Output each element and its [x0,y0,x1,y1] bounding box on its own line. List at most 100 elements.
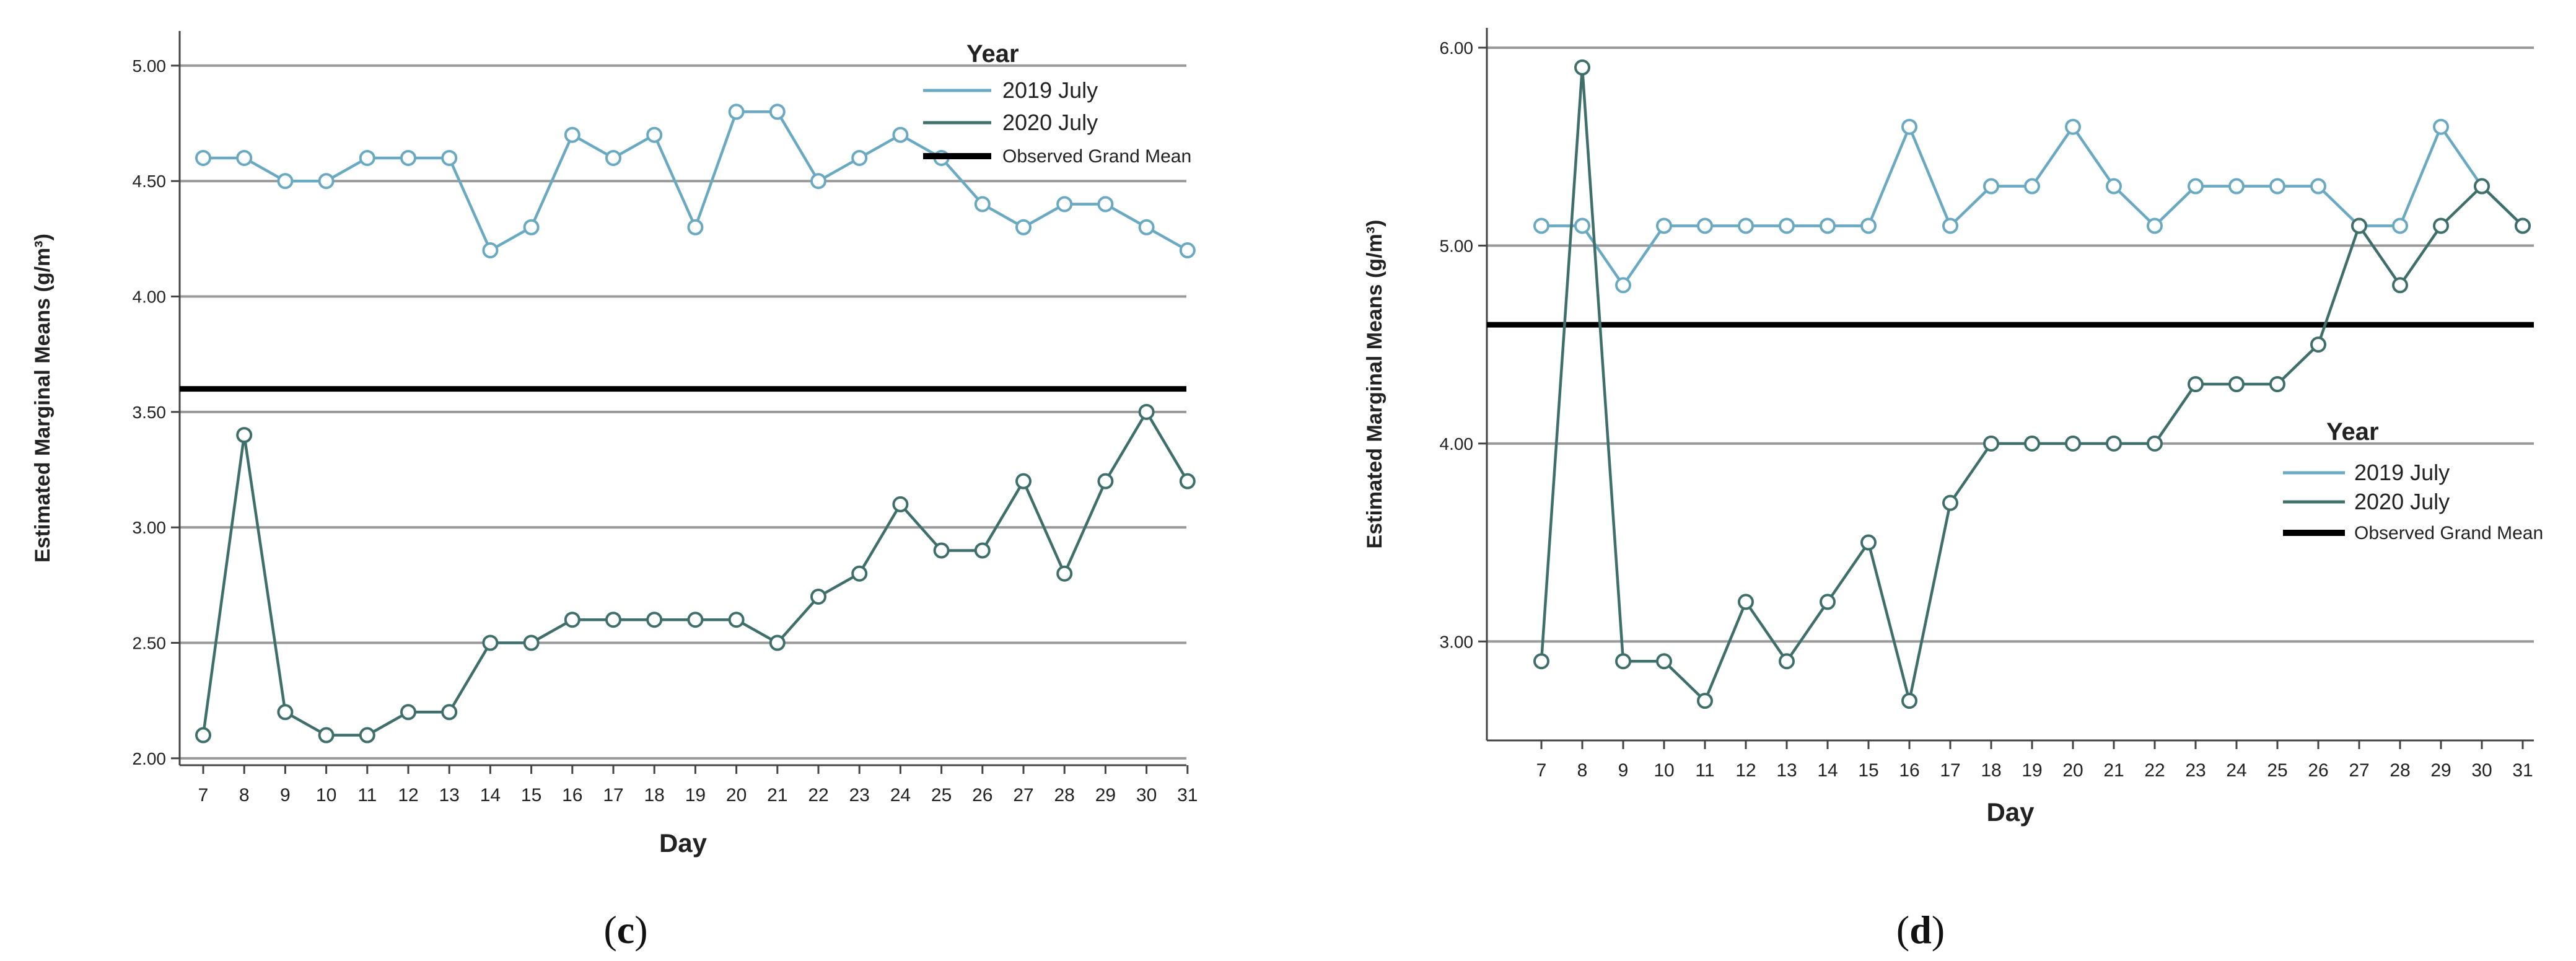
x-tick-label: 17 [1940,760,1960,781]
data-point [359,727,375,744]
data-point [195,149,211,166]
data-point [2024,178,2040,195]
legend-title: Year [966,40,1019,68]
data-point [2310,178,2326,195]
x-tick-label: 24 [2226,760,2246,781]
x-tick-label: 26 [2308,760,2328,781]
series-line-2020-july [201,409,1189,737]
data-point [2310,336,2326,353]
y-tick-label: 6.00 [1440,38,1474,58]
x-tick-label: 27 [1013,785,1033,805]
data-point [400,704,416,721]
panel-label: (c) [603,908,647,952]
data-point [687,612,704,628]
x-axis-title: Day [659,828,708,858]
data-point [1738,594,1754,610]
y-tick-label: 4.00 [1440,434,1474,454]
data-point [2392,217,2408,234]
x-tick-label: 7 [198,785,209,805]
data-point [1779,653,1795,670]
x-tick-label: 15 [1858,760,1878,781]
panel-label-paren: ) [1932,908,1945,952]
data-point [2106,178,2122,195]
y-tick-label: 4.50 [133,172,167,191]
data-point [2515,217,2531,234]
data-point [1901,118,1917,135]
data-point [564,612,580,628]
data-point [2433,118,2449,135]
y-axis-title: Estimated Marginal Means (g/m³) [31,234,55,563]
data-point [195,727,211,744]
y-tick-label: 3.50 [133,403,167,422]
data-point [1179,242,1196,259]
data-point [400,149,416,166]
x-tick-label: 14 [1817,760,1838,781]
x-tick-label: 21 [2103,760,2124,781]
data-point [851,149,868,166]
data-point [974,542,991,559]
data-point [1574,59,1590,76]
data-point [1574,217,1590,234]
data-point [728,612,745,628]
data-point [1697,693,1713,709]
y-axis-title: Estimated Marginal Means (g/m³) [1363,220,1387,549]
data-point [1533,653,1549,670]
x-tick-label: 26 [972,785,992,805]
data-point [318,173,335,190]
x-tick-label: 19 [2022,760,2042,781]
data-point [1983,435,1999,452]
x-tick-label: 8 [1577,760,1588,781]
data-point [1820,217,1836,234]
x-tick-label: 9 [1618,760,1629,781]
data-point [482,242,499,259]
data-point [1697,217,1713,234]
data-point [1615,277,1631,294]
data-point [236,149,253,166]
data-point [1015,473,1032,489]
legend-label: 2020 July [2354,489,2450,514]
y-tick-label: 3.00 [133,518,167,537]
data-point [2147,435,2163,452]
data-point [2269,376,2285,392]
data-point [2188,178,2204,195]
data-point [2474,178,2490,195]
x-tick-label: 30 [1136,785,1157,805]
data-point [2392,277,2408,294]
legend-label-grand-mean: Observed Grand Mean [2354,523,2543,543]
x-tick-label: 12 [1735,760,1756,781]
data-point [1615,653,1631,670]
legend-title: Year [2326,418,2379,445]
y-tick-label: 5.00 [1440,236,1474,255]
x-tick-label: 29 [1095,785,1116,805]
x-tick-label: 31 [2512,760,2533,781]
x-tick-label: 25 [931,785,952,805]
x-tick-label: 7 [1536,760,1547,781]
data-point [1820,594,1836,610]
x-tick-label: 28 [1054,785,1075,805]
panel-label-paren: ) [634,908,647,952]
data-point [2106,435,2122,452]
y-tick-label: 4.00 [133,287,167,307]
data-point [2269,178,2285,195]
x-tick-label: 18 [644,785,665,805]
data-point [974,196,991,213]
data-point [2228,376,2245,392]
x-tick-label: 13 [1776,760,1797,781]
data-point [810,588,826,605]
y-tick-label: 2.00 [133,749,167,768]
x-tick-label: 31 [1177,785,1198,805]
x-tick-label: 10 [1654,760,1674,781]
data-point [1097,473,1114,489]
data-point [359,149,375,166]
chart-panel-d: 3.00 4.00 5.00 6.00 7 8 9 10 11 12 13 14 15 16 17 18 19 2… [1363,28,2543,952]
data-point [851,565,868,582]
data-point [1138,403,1155,420]
legend-label: 2020 July [1002,110,1098,135]
data-point [769,103,786,120]
x-tick-label: 16 [562,785,582,805]
data-point [1138,219,1155,235]
x-tick-label: 12 [398,785,418,805]
x-tick-label: 22 [808,785,828,805]
legend-label: 2019 July [2354,460,2450,485]
data-point [1015,219,1032,235]
